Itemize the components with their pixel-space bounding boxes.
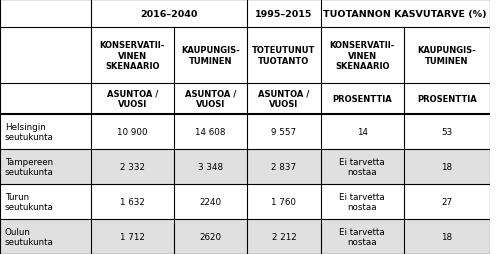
Text: PROSENTTIA: PROSENTTIA bbox=[417, 94, 477, 104]
Text: 14 608: 14 608 bbox=[195, 127, 226, 136]
Text: 27: 27 bbox=[441, 197, 452, 206]
Text: 2 212: 2 212 bbox=[272, 232, 296, 241]
Text: 18: 18 bbox=[441, 232, 452, 241]
Text: Ei tarvetta
nostaa: Ei tarvetta nostaa bbox=[339, 192, 385, 211]
Text: 1 712: 1 712 bbox=[120, 232, 145, 241]
Bar bbox=[0, 149, 489, 184]
Text: 2 837: 2 837 bbox=[271, 162, 296, 171]
Text: Oulun
seutukunta: Oulun seutukunta bbox=[5, 227, 54, 246]
Text: 2620: 2620 bbox=[200, 232, 222, 241]
Text: 2 332: 2 332 bbox=[119, 162, 145, 171]
Text: 2016–2040: 2016–2040 bbox=[140, 9, 198, 19]
Text: 3 348: 3 348 bbox=[198, 162, 223, 171]
Text: 18: 18 bbox=[441, 162, 452, 171]
Text: 9 557: 9 557 bbox=[271, 127, 296, 136]
Text: TUOTANNON KASVUTARVE (%): TUOTANNON KASVUTARVE (%) bbox=[323, 9, 487, 19]
Text: 2240: 2240 bbox=[200, 197, 222, 206]
Text: ASUNTOA /
VUOSI: ASUNTOA / VUOSI bbox=[106, 89, 158, 109]
Bar bbox=[0, 28, 489, 84]
Text: TOTEUTUNUT
TUOTANTO: TOTEUTUNUT TUOTANTO bbox=[253, 46, 316, 66]
Bar bbox=[0, 114, 489, 149]
Text: 1 632: 1 632 bbox=[120, 197, 145, 206]
Text: Turun
seutukunta: Turun seutukunta bbox=[5, 192, 54, 211]
Text: Ei tarvetta
nostaa: Ei tarvetta nostaa bbox=[339, 227, 385, 246]
Text: PROSENTTIA: PROSENTTIA bbox=[333, 94, 392, 104]
Text: Ei tarvetta
nostaa: Ei tarvetta nostaa bbox=[339, 157, 385, 176]
Bar bbox=[0, 184, 489, 219]
Text: KAUPUNGIS-
TUMINEN: KAUPUNGIS- TUMINEN bbox=[181, 46, 240, 66]
Text: 1995–2015: 1995–2015 bbox=[255, 9, 312, 19]
Text: Tampereen
seutukunta: Tampereen seutukunta bbox=[5, 157, 54, 176]
Text: 10 900: 10 900 bbox=[117, 127, 148, 136]
Text: KONSERVATII-
VINEN
SKENAARIO: KONSERVATII- VINEN SKENAARIO bbox=[99, 41, 165, 71]
Bar bbox=[0, 219, 489, 254]
Bar bbox=[0, 0, 489, 28]
Text: 53: 53 bbox=[441, 127, 453, 136]
Bar bbox=[0, 84, 489, 114]
Text: ASUNTOA /
VUOSI: ASUNTOA / VUOSI bbox=[185, 89, 236, 109]
Text: KONSERVATII-
VINEN
SKENAARIO: KONSERVATII- VINEN SKENAARIO bbox=[330, 41, 395, 71]
Text: Helsingin
seutukunta: Helsingin seutukunta bbox=[5, 122, 54, 141]
Text: 14: 14 bbox=[357, 127, 368, 136]
Text: ASUNTOA /
VUOSI: ASUNTOA / VUOSI bbox=[259, 89, 309, 109]
Text: KAUPUNGIS-
TUMINEN: KAUPUNGIS- TUMINEN bbox=[417, 46, 476, 66]
Text: 1 760: 1 760 bbox=[272, 197, 296, 206]
